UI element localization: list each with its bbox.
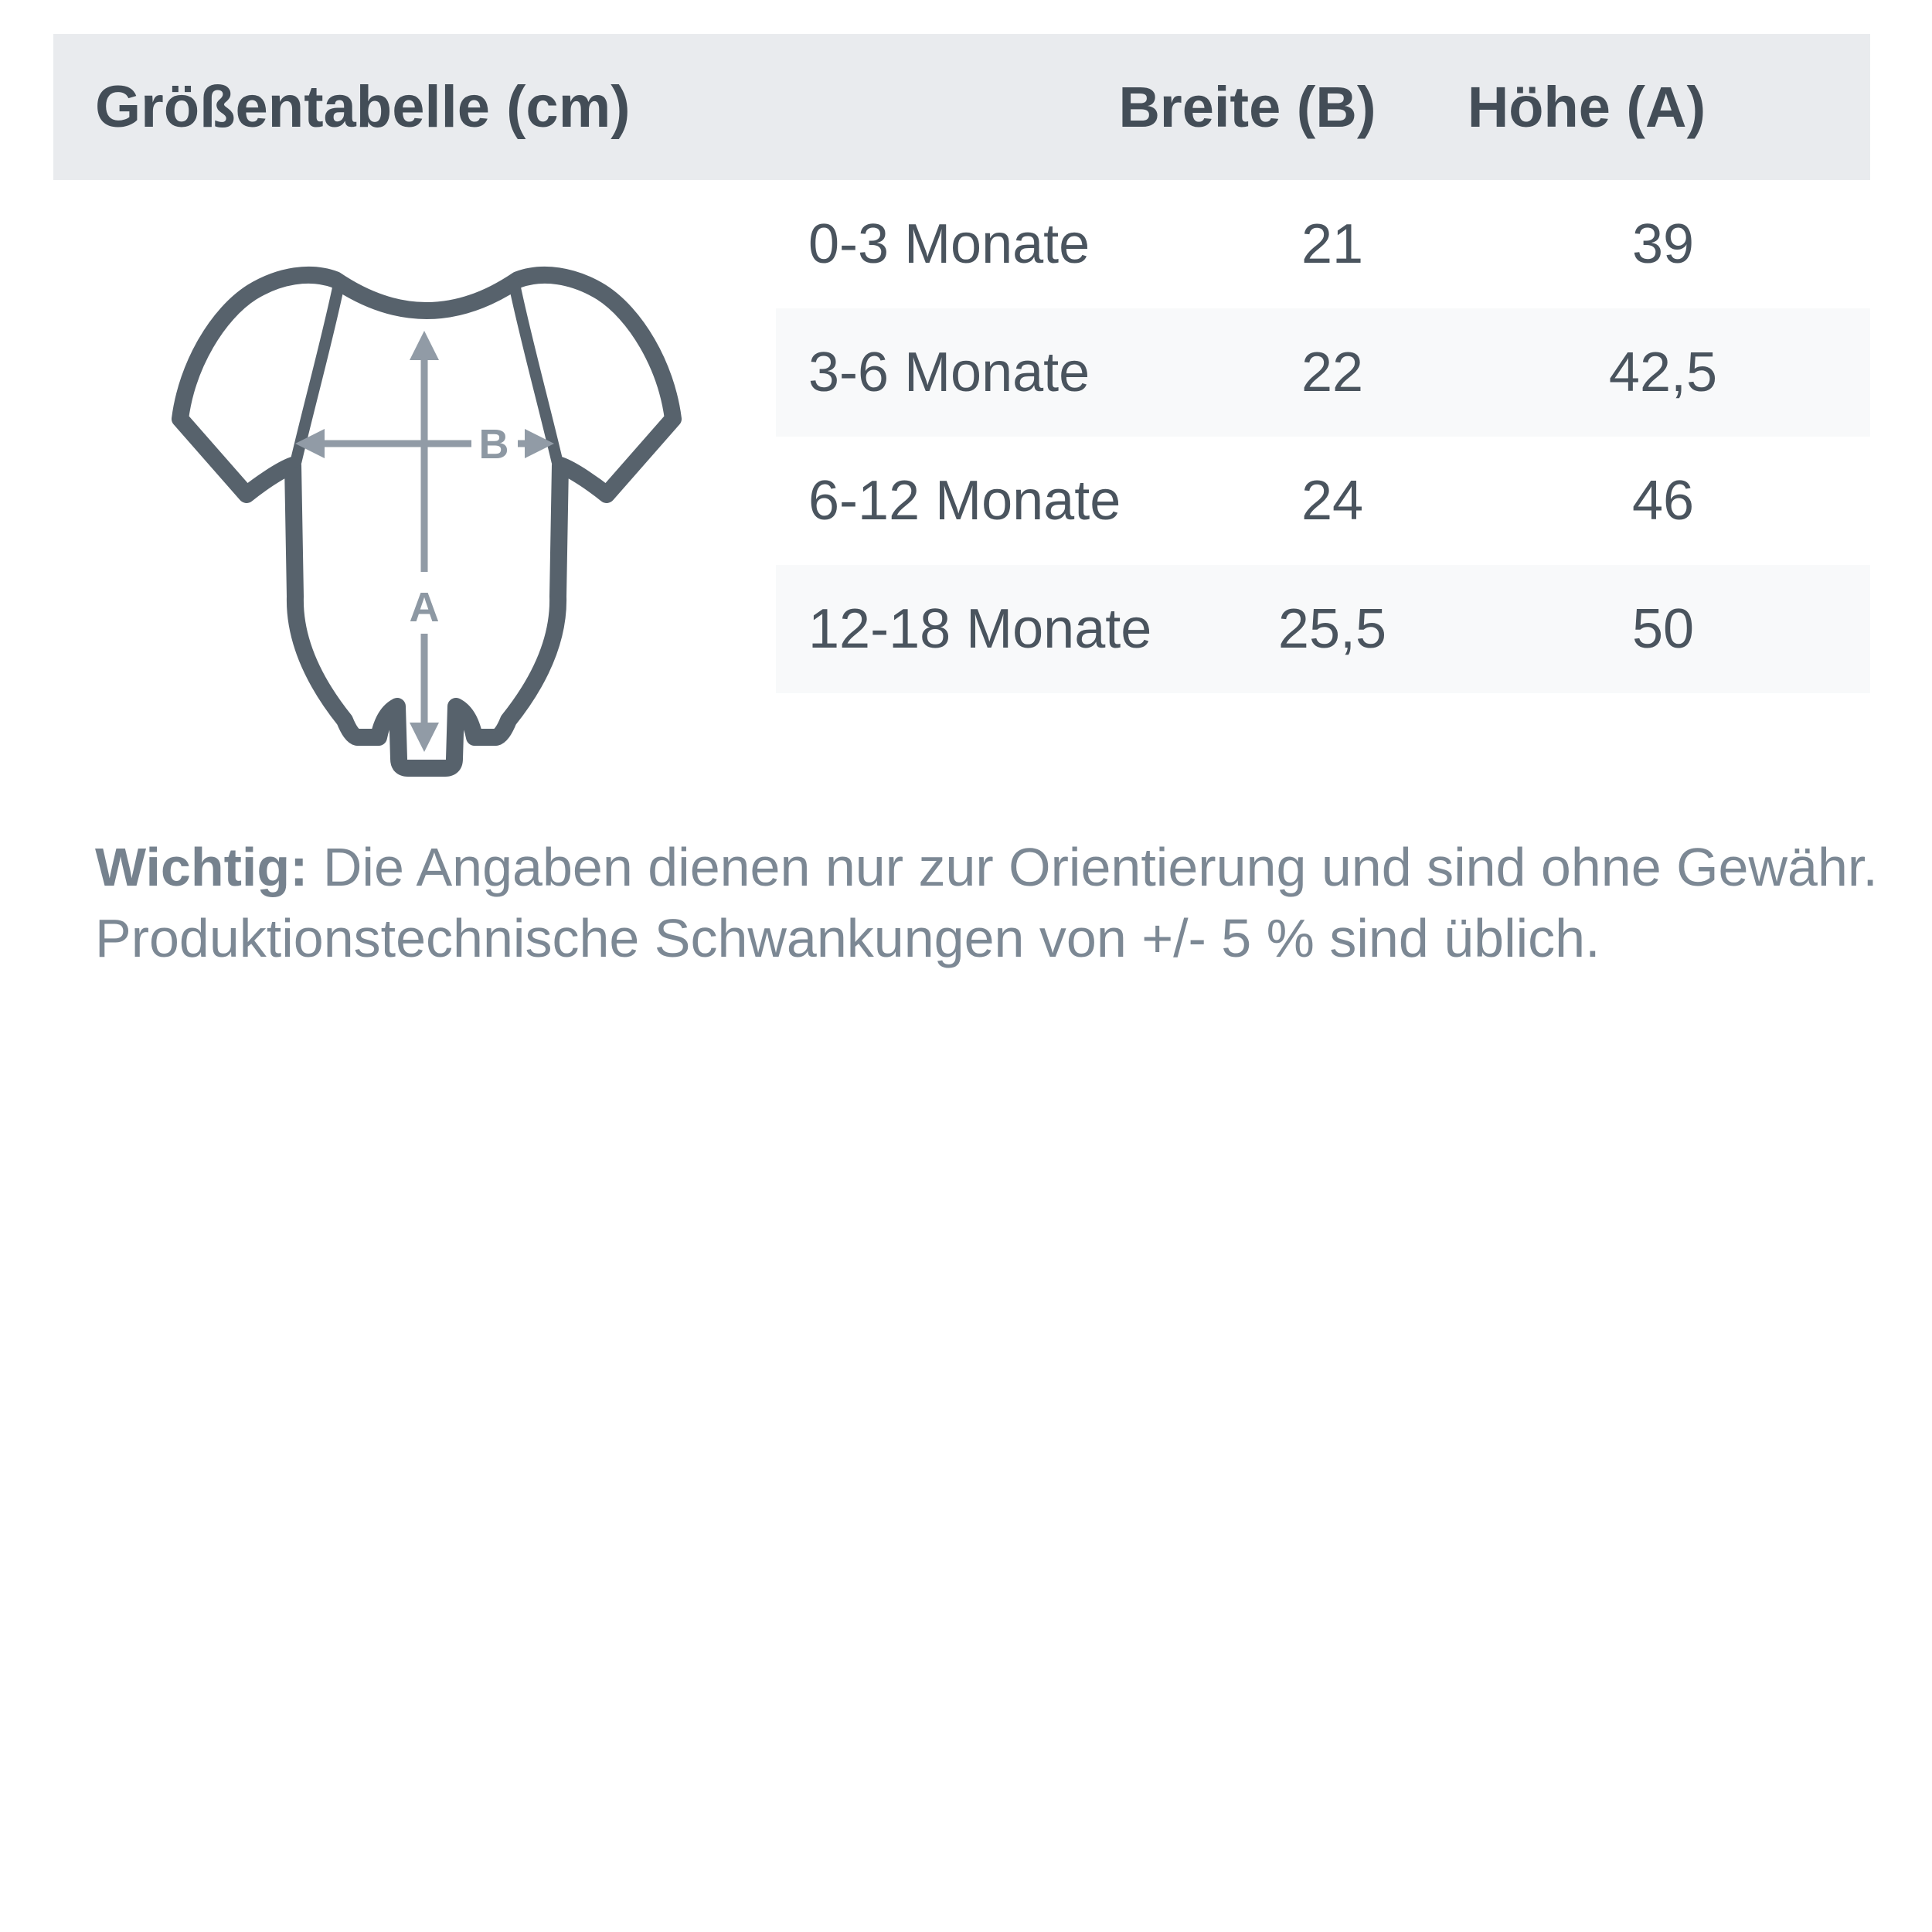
- baby-bodysuit-diagram: A B: [172, 266, 682, 777]
- size-label: 6-12 Monate: [808, 470, 1121, 532]
- disclaimer-line-2: Produktionstechnische Schwankungen von +…: [95, 908, 1600, 968]
- label-height-a: A: [410, 584, 440, 631]
- size-label: 12-18 Monate: [808, 598, 1152, 660]
- page-title: Größentabelle (cm): [95, 74, 631, 140]
- table-row-6-12: 6-12 Monate 24 46: [776, 437, 1870, 565]
- size-label: 3-6 Monate: [808, 342, 1090, 403]
- breite-value: 21: [1301, 213, 1364, 275]
- breite-value: 25,5: [1277, 598, 1387, 660]
- size-chart-header: Größentabelle (cm) Breite (B) Höhe (A): [53, 34, 1870, 180]
- size-table: 0-3 Monate 21 39 3-6 Monate 22 42,5 6-12…: [776, 180, 1870, 693]
- arrow-right-icon: [525, 429, 554, 458]
- hoehe-value: 50: [1631, 598, 1695, 660]
- disclaimer-line-1: Wichtig: Die Angaben dienen nur zur Orie…: [95, 832, 1932, 903]
- disclaimer-note: Wichtig: Die Angaben dienen nur zur Orie…: [95, 832, 1932, 974]
- table-row-0-3: 0-3 Monate 21 39: [776, 180, 1870, 308]
- arrow-left-icon: [295, 429, 325, 458]
- width-arrow: B: [295, 421, 554, 468]
- important-label: Wichtig:: [95, 837, 308, 897]
- size-label: 0-3 Monate: [808, 213, 1090, 275]
- hoehe-value: 46: [1631, 470, 1695, 532]
- arrow-up-icon: [410, 331, 439, 360]
- height-arrow: A: [410, 331, 440, 752]
- raglan-seam-left: [290, 280, 345, 468]
- arrow-down-icon: [410, 723, 439, 752]
- column-header-breite: Breite (B): [1118, 75, 1376, 139]
- label-width-b: B: [479, 421, 509, 468]
- table-row-3-6: 3-6 Monate 22 42,5: [776, 308, 1870, 437]
- raglan-seam-right: [509, 280, 563, 468]
- hoehe-value: 39: [1631, 213, 1695, 275]
- column-header-hoehe: Höhe (A): [1467, 75, 1706, 139]
- hoehe-value: 42,5: [1608, 342, 1718, 403]
- breite-value: 22: [1301, 342, 1364, 403]
- table-row-12-18: 12-18 Monate 25,5 50: [776, 565, 1870, 693]
- breite-value: 24: [1301, 470, 1364, 532]
- disclaimer-text-1: Die Angaben dienen nur zur Orientierung …: [308, 837, 1878, 897]
